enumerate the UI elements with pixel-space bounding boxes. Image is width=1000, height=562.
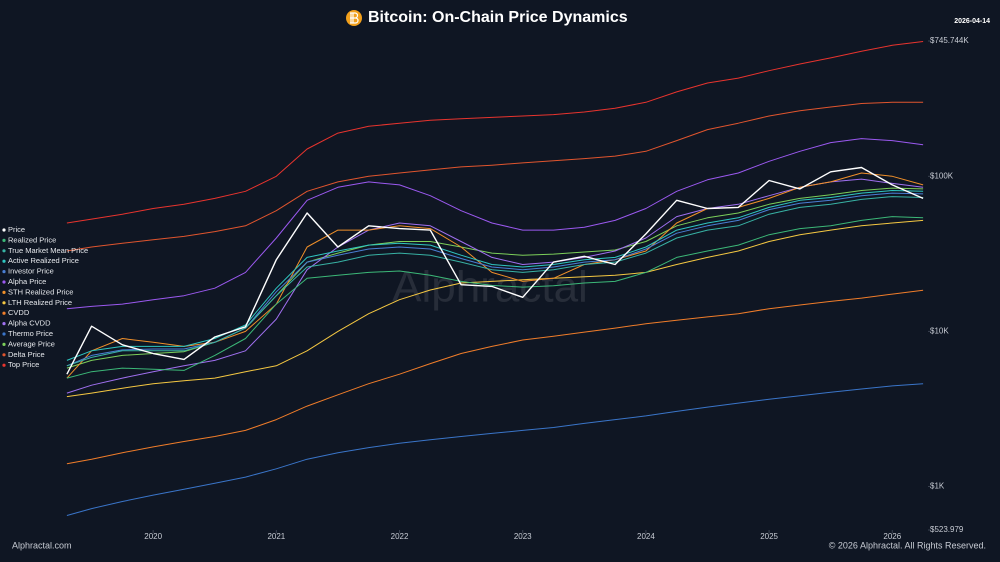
series-line (66, 289, 924, 465)
series-line (66, 190, 924, 361)
series-line (66, 166, 924, 375)
x-tick-label: 2024 (637, 532, 655, 541)
chart-title: Bitcoin: On-Chain Price Dynamics (368, 9, 628, 26)
legend-label: Average Price (8, 339, 55, 348)
legend-marker (2, 280, 6, 284)
series-line (66, 138, 924, 310)
legend-marker (2, 228, 6, 232)
bitcoin-icon-glyph (350, 12, 359, 24)
legend-label: Alpha CVDD (8, 319, 51, 328)
legend-marker (2, 363, 6, 367)
legend-marker (2, 301, 6, 305)
legend-marker (2, 322, 6, 326)
x-tick-label: 2021 (267, 532, 285, 541)
legend-marker (2, 342, 6, 346)
legend-label: Investor Price (8, 267, 54, 276)
legend-label: Top Price (8, 360, 39, 369)
series-line (66, 383, 924, 516)
legend-label: Alpha Price (8, 277, 46, 286)
legend-marker (2, 290, 6, 294)
legend-label: LTH Realized Price (8, 298, 72, 307)
series-line (66, 219, 924, 398)
legend-marker (2, 249, 6, 253)
watermark: Alphractal (392, 263, 588, 312)
x-tick-label: 2025 (760, 532, 778, 541)
source-label: Alphractal.com (12, 540, 72, 550)
legend-label: Active Realized Price (8, 256, 79, 265)
x-tick-label: 2020 (144, 532, 162, 541)
legend-marker (2, 311, 6, 315)
x-tick-label: 2022 (391, 532, 409, 541)
legend-label: Price (8, 225, 25, 234)
series-line (66, 216, 924, 379)
legend-marker (2, 238, 6, 242)
legend-label: Realized Price (8, 235, 56, 244)
legend-label: Thermo Price (8, 329, 53, 338)
legend-label: STH Realized Price (8, 287, 73, 296)
legend-label: CVDD (8, 308, 30, 317)
series-line (66, 101, 924, 252)
legend-marker (2, 353, 6, 357)
legend-label: Delta Price (8, 350, 45, 359)
copyright-label: © 2026 Alphractal. All Rights Reserved. (829, 540, 986, 550)
x-tick-label: 2026 (883, 532, 901, 541)
y-tick-label: $523.979 (930, 525, 964, 534)
y-tick-label: $100K (930, 171, 954, 180)
legend-marker (2, 332, 6, 336)
y-tick-label: $10K (930, 327, 949, 336)
y-tick-label: $1K (930, 482, 945, 491)
x-tick-label: 2023 (514, 532, 532, 541)
legend-marker (2, 259, 6, 263)
y-tick-label: $745.744K (930, 36, 969, 45)
legend-label: True Market Mean Price (8, 246, 88, 255)
date-label: 2026-04-14 (954, 18, 990, 25)
series-line (66, 178, 924, 394)
legend-marker (2, 270, 6, 274)
series-line (66, 41, 924, 224)
